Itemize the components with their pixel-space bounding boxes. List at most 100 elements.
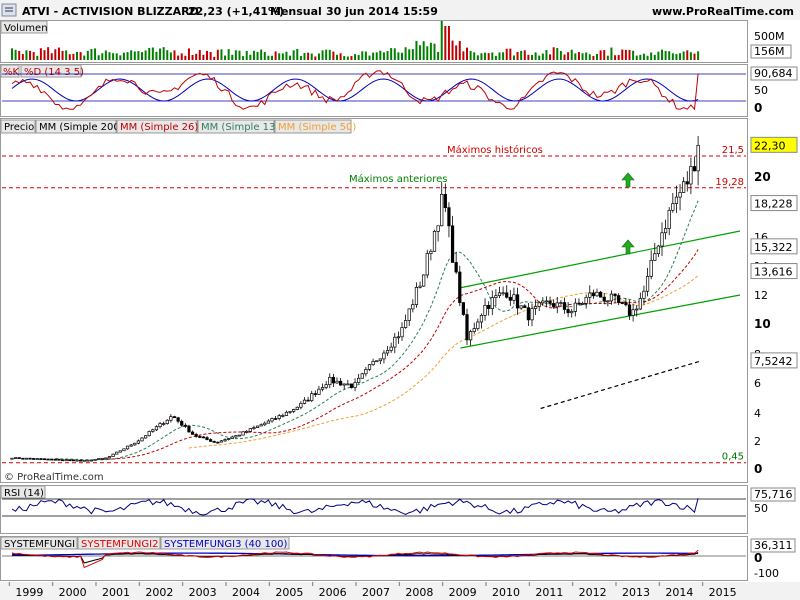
candle — [338, 378, 343, 386]
volume-bar — [661, 49, 663, 60]
volume-bar — [563, 54, 566, 60]
candle — [617, 293, 621, 306]
menu-icon[interactable] — [1, 3, 17, 17]
rsi-tick-50: 50 — [754, 502, 768, 515]
candle — [97, 458, 101, 460]
candle — [270, 417, 274, 423]
x-axis-tick: 2013 — [622, 586, 650, 599]
volume-bar — [220, 49, 223, 60]
candle — [515, 287, 520, 315]
candle — [559, 300, 563, 305]
candle — [602, 293, 606, 305]
volume-bar — [11, 48, 13, 60]
price-badge-value: 22,30 — [754, 139, 786, 152]
volume-bar — [693, 53, 696, 60]
rsi-label-box: RSI (14) — [0, 485, 46, 499]
volume-bar — [379, 50, 382, 60]
candle — [208, 438, 213, 442]
volume-bar — [404, 47, 407, 60]
channel-lower-line — [460, 294, 741, 349]
candle — [613, 293, 617, 303]
volume-bar — [76, 51, 78, 60]
volume-tick-156m: 156M — [754, 45, 785, 58]
volume-bar — [79, 52, 82, 60]
volume-tick-500m: 500M — [754, 30, 785, 43]
candle — [519, 305, 523, 310]
volume-bar — [473, 52, 476, 60]
volume-bar — [614, 55, 617, 60]
volume-bar — [401, 52, 403, 60]
volume-bar — [137, 51, 140, 60]
volume-bar — [191, 54, 194, 60]
volume-bar — [534, 52, 537, 60]
rsi-line — [2, 498, 746, 517]
volume-bar — [476, 55, 479, 60]
systemfungi-panel — [0, 536, 748, 581]
candle — [252, 425, 256, 431]
volume-bar — [155, 51, 158, 60]
candle — [494, 289, 498, 306]
candle — [541, 297, 545, 307]
candle — [320, 383, 325, 392]
candle — [598, 290, 603, 298]
candle — [111, 453, 115, 457]
candle — [555, 296, 559, 314]
price-axis-tick: 4 — [754, 407, 761, 420]
ma-26-line — [102, 249, 699, 460]
reference-level-label: 19,28 — [715, 177, 744, 188]
volume-bar — [245, 51, 248, 60]
candle — [389, 342, 393, 353]
volume-bar — [130, 50, 133, 60]
candle — [375, 360, 379, 363]
volume-bar — [112, 53, 115, 60]
x-axis-tick: 2002 — [145, 586, 173, 599]
volume-bar — [372, 52, 375, 60]
candle — [219, 439, 224, 443]
stoch-tick-0: 0 — [754, 101, 762, 115]
volume-bar — [195, 53, 198, 60]
candle — [223, 438, 227, 442]
volume-bar — [462, 51, 465, 60]
volume-bar — [567, 52, 570, 60]
volume-bar — [307, 52, 310, 60]
price-legend-label: MM (Simple 26) — [120, 122, 198, 133]
candle — [414, 282, 419, 308]
systemfungi-legend-label: SYSTEMFUNGI2 — [81, 539, 158, 550]
volume-bar — [198, 50, 201, 60]
candle — [28, 457, 32, 460]
price-legend-item: MM (Simple 200) — [35, 119, 124, 134]
candle — [649, 250, 653, 280]
volume-bar — [577, 52, 580, 60]
volume-bar — [512, 55, 515, 60]
candle — [483, 298, 487, 321]
svg-text:75,716: 75,716 — [754, 488, 793, 501]
candle — [169, 414, 173, 423]
candle — [638, 292, 642, 310]
candle — [331, 373, 336, 388]
volume-bar — [281, 53, 284, 60]
candle — [689, 157, 693, 195]
price-legend-item: MM (Simple 50) — [274, 119, 356, 134]
up-arrow-icon — [621, 172, 635, 188]
volume-bar — [336, 54, 338, 60]
volume-bar — [296, 49, 299, 60]
volume-bar — [545, 50, 548, 60]
stoch-d-line — [11, 78, 699, 102]
volume-bar — [213, 56, 216, 60]
price-legend-label: Precio — [4, 122, 34, 133]
candle — [411, 299, 415, 313]
volume-bar — [29, 50, 32, 60]
volume-bar — [531, 54, 533, 60]
candle — [335, 377, 339, 384]
volume-bar — [422, 41, 425, 60]
candle — [660, 222, 664, 257]
candle — [230, 435, 234, 439]
candle — [317, 385, 321, 395]
x-axis-bar — [0, 582, 800, 600]
volume-bar — [361, 51, 364, 60]
price-axis-tick: 12 — [754, 289, 768, 302]
candle — [371, 358, 375, 366]
candle — [82, 459, 86, 462]
stoch-k-label: %K — [3, 67, 20, 78]
candle — [497, 286, 502, 299]
